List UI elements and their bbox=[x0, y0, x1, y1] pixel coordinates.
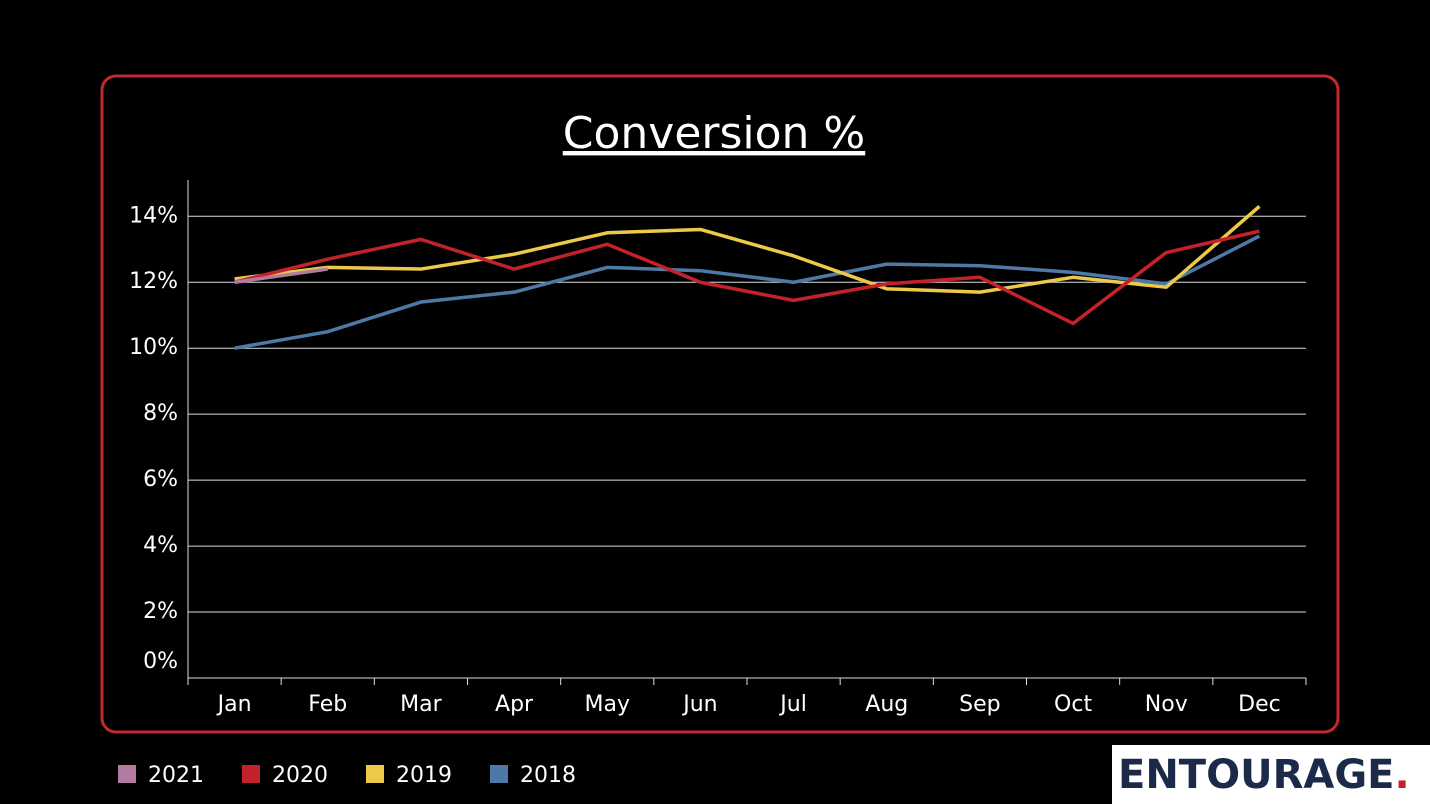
x-tick-label: Dec bbox=[1238, 692, 1281, 717]
legend-label: 2018 bbox=[520, 763, 576, 788]
x-tick-label: Aug bbox=[865, 692, 908, 717]
logo-dot: . bbox=[1394, 752, 1409, 798]
x-tick-label: Jan bbox=[216, 692, 252, 717]
x-tick-label: Sep bbox=[959, 692, 1000, 717]
series-line bbox=[234, 205, 1261, 294]
logo-name: ENTOURAGE bbox=[1118, 752, 1394, 798]
y-tick-label: 12% bbox=[129, 269, 178, 294]
y-tick-label: 4% bbox=[143, 533, 178, 558]
series-line bbox=[234, 234, 1261, 350]
x-tick-label: Jun bbox=[681, 692, 717, 717]
x-tick-label: Mar bbox=[400, 692, 442, 717]
y-tick-label: 2% bbox=[143, 599, 178, 624]
chart-title: Conversion % bbox=[563, 108, 865, 159]
legend-swatch bbox=[118, 765, 136, 783]
y-tick-label: 8% bbox=[143, 401, 178, 426]
x-tick-label: Nov bbox=[1145, 692, 1188, 717]
y-tick-label: 14% bbox=[129, 203, 178, 228]
y-tick-label: 0% bbox=[143, 649, 178, 674]
x-tick-label: Apr bbox=[495, 692, 534, 717]
x-tick-label: Jul bbox=[778, 692, 807, 717]
legend-label: 2019 bbox=[396, 763, 452, 788]
logo-box bbox=[1112, 745, 1430, 804]
legend-label: 2020 bbox=[272, 763, 328, 788]
series-line bbox=[234, 229, 1260, 326]
logo: ENTOURAGE. bbox=[1118, 752, 1410, 798]
x-tick-label: Feb bbox=[308, 692, 347, 717]
legend-label: 2021 bbox=[148, 763, 204, 788]
y-tick-label: 10% bbox=[129, 335, 178, 360]
series-line bbox=[234, 267, 328, 284]
legend-swatch bbox=[242, 765, 260, 783]
x-tick-label: May bbox=[585, 692, 630, 717]
x-tick-label: Oct bbox=[1054, 692, 1092, 717]
legend-swatch bbox=[366, 765, 384, 783]
y-tick-label: 6% bbox=[143, 467, 178, 492]
frame bbox=[100, 74, 1340, 734]
legend-swatch bbox=[490, 765, 508, 783]
